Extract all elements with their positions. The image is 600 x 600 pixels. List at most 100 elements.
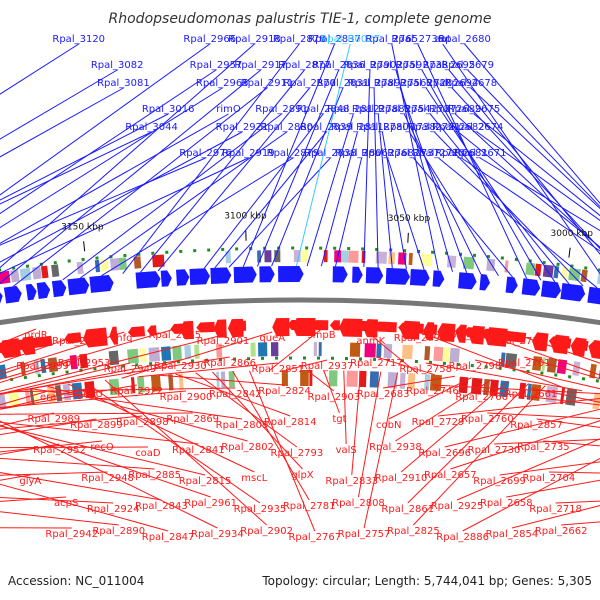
forward-leader-line [157,87,310,272]
reverse-gene-arrow [147,325,157,336]
reverse-gene-label: coaD [135,448,161,459]
reverse-gene-label: Rpal_2793 [271,448,324,459]
forward-leader-line [425,87,556,283]
reverse-gene-label: Rpal_2914 [52,336,105,347]
reverse-gene-label: Rpal_2949 [104,364,157,375]
reverse-gene-label: Rpal_2696 [418,448,471,459]
forward-gene-arrow [176,269,190,286]
reverse-leader-line [232,370,310,501]
reverse-gene-label: Rpal_2683 [357,389,410,400]
reverse-gene-label: nrdR [24,330,48,341]
forward-gene-arrow [409,269,430,286]
forward-leader-line [421,69,542,281]
cog-band-reverse-2 [346,370,358,387]
reverse-leader-line [306,369,335,392]
cog-band-reverse [318,342,322,357]
reverse-gene-label: Rpal_2866 [203,358,256,369]
reverse-leader-line [462,457,600,532]
forward-leader-line [451,87,600,250]
reverse-gene-label: Rpal_2857 [510,420,563,431]
forward-gene-label: Rpal_2891 [255,104,308,115]
forward-gene-label: Rpal_2917 [234,60,287,71]
reverse-leader-line [450,420,600,470]
reverse-gene-arrow [10,339,28,351]
reverse-gene-label: Rpal_2930 [154,361,207,372]
forward-gene-label: Rpal_2689 [429,104,482,115]
reverse-gene-label: Rpal_2910 [375,473,428,484]
reverse-gene-label: Rpal_2699 [473,476,526,487]
cog-band-reverse-2 [458,376,469,394]
forward-gene-arrow [89,275,114,293]
reverse-gene-label: Rpal_2903 [308,392,361,403]
forward-gene-label: Rpal_2966 [183,34,236,45]
forward-gene-arrow [278,266,304,283]
forward-gene-label: rimO [216,104,241,115]
reverse-gene-label: Rpal_2953 [58,358,111,369]
cog-band-reverse [442,347,451,362]
cog-band-forward [19,267,32,282]
forward-gene-label: Rpal_2848 [297,104,350,115]
reverse-gene-label: Rpal_2809 [216,420,269,431]
reverse-gene-label: recO [90,442,114,453]
reverse-gene-label: Rpal_2730 [468,445,521,456]
cog-band-reverse-2 [281,370,288,387]
forward-leader-line [464,43,600,204]
forward-leader-line [0,43,211,196]
cog-band-forward [375,251,388,264]
reverse-leader-line [395,379,492,442]
forward-leader-line [399,87,468,274]
reverse-gene-label: glmU [77,389,103,400]
cog-band-forward [118,257,127,270]
reverse-leader-line [383,375,455,389]
reverse-gene-label: Rpal_2989 [28,414,81,425]
reverse-leader-line [474,359,600,390]
reverse-gene-arrow [588,341,600,353]
reverse-leader-line [407,383,529,504]
forward-gene-label: Rpal_2918 [228,34,281,45]
reverse-gene-arrow [398,322,424,334]
forward-leader-line [271,87,344,267]
forward-leader-line [373,87,379,268]
cog-band-forward [40,265,49,279]
cog-band-forward [420,253,433,267]
forward-gene-arrow [36,282,51,299]
reverse-gene-label: Rpal_2718 [529,504,582,515]
reverse-leader-line [0,415,143,430]
cog-band-reverse [250,342,256,357]
cog-band-reverse [572,361,581,377]
reverse-gene-label: Rpal_2701 [498,358,551,369]
forward-gene-label: Rpal_2811 [331,122,384,133]
reverse-leader-line [400,380,509,473]
forward-leader-line [122,43,300,275]
cog-band-forward [463,256,475,270]
scale-tick-label: 3150 kbp [61,222,104,232]
cog-band-forward [264,250,272,263]
cog-band-reverse-2 [328,370,338,387]
cog-band-reverse [270,342,279,357]
cog-band-reverse-2 [46,385,56,403]
forward-leader-line [0,69,217,215]
forward-gene-arrow [587,286,600,305]
cog-band-reverse-2 [0,392,7,410]
forward-leader-line [473,113,600,217]
reverse-gene-arrow [341,320,355,331]
reverse-leader-line [269,328,322,371]
reverse-leader-line [0,420,218,529]
forward-gene-arrow [0,292,3,304]
forward-gene-arrow [560,283,586,302]
reverse-gene-label: Rpal_2704 [523,473,576,484]
reverse-gene-label: Rpal_2657 [424,470,477,481]
reverse-gene-arrow [355,320,371,332]
forward-leader-line [461,157,600,252]
cog-band-forward [348,250,359,263]
scale-tick-label: 3100 kbp [224,212,267,222]
forward-gene-label: Rpal_2737 [387,148,440,159]
forward-gene-arrow [67,277,90,296]
reverse-leader-line [0,457,155,470]
reverse-leader-line [487,412,600,420]
reverse-gene-label: Rpal_2935 [234,504,287,515]
forward-gene-label: Rpal_2759 [370,60,423,71]
forward-gene-label: Rpal_2831 [317,78,370,89]
reverse-leader-line [175,373,291,417]
reverse-gene-label: Rpal_2890 [92,526,145,537]
